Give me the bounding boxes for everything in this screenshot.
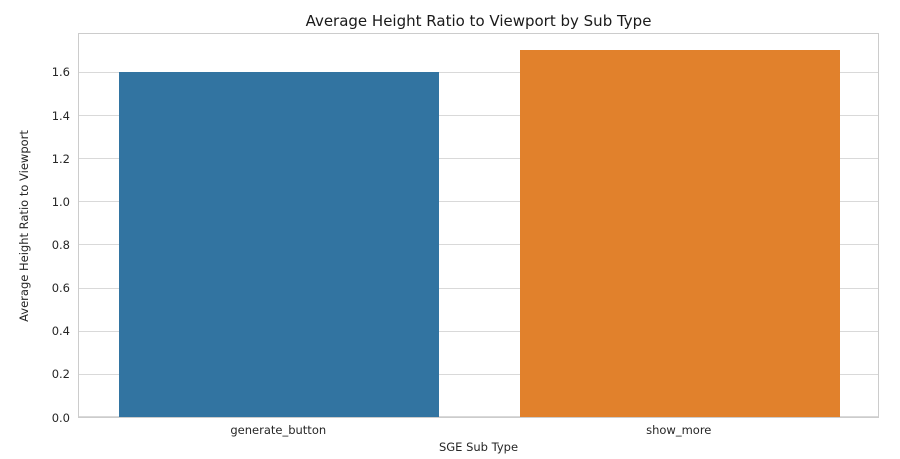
y-tick-label: 0.2 bbox=[51, 367, 70, 382]
x-tick-label: generate_button bbox=[230, 423, 327, 437]
gridline bbox=[79, 287, 878, 289]
gridline bbox=[79, 158, 878, 160]
y-tick-label: 1.0 bbox=[51, 194, 70, 209]
y-tick-label: 0.6 bbox=[51, 281, 70, 296]
y-tick-label: 0.0 bbox=[51, 410, 70, 425]
x-tick-label: show_more bbox=[646, 423, 712, 437]
y-tick-label: 0.4 bbox=[51, 324, 70, 339]
y-tick-label: 0.8 bbox=[51, 237, 70, 252]
gridline bbox=[79, 330, 878, 332]
chart-title: Average Height Ratio to Viewport by Sub … bbox=[305, 12, 652, 30]
gridline bbox=[79, 115, 878, 117]
x-axis-label: SGE Sub Type bbox=[438, 440, 519, 454]
gridline bbox=[79, 71, 878, 73]
gridline bbox=[79, 416, 878, 417]
gridline bbox=[79, 373, 878, 375]
bar-generate_button bbox=[119, 71, 440, 417]
y-tick-label: 1.2 bbox=[51, 151, 70, 166]
plot-area bbox=[78, 33, 879, 418]
y-tick-label: 1.6 bbox=[51, 65, 70, 80]
gridline bbox=[79, 201, 878, 203]
y-axis-label: Average Height Ratio to Viewport bbox=[17, 130, 31, 322]
gridline bbox=[79, 244, 878, 246]
bar-show_more bbox=[519, 50, 840, 417]
y-tick-label: 1.4 bbox=[51, 108, 70, 123]
